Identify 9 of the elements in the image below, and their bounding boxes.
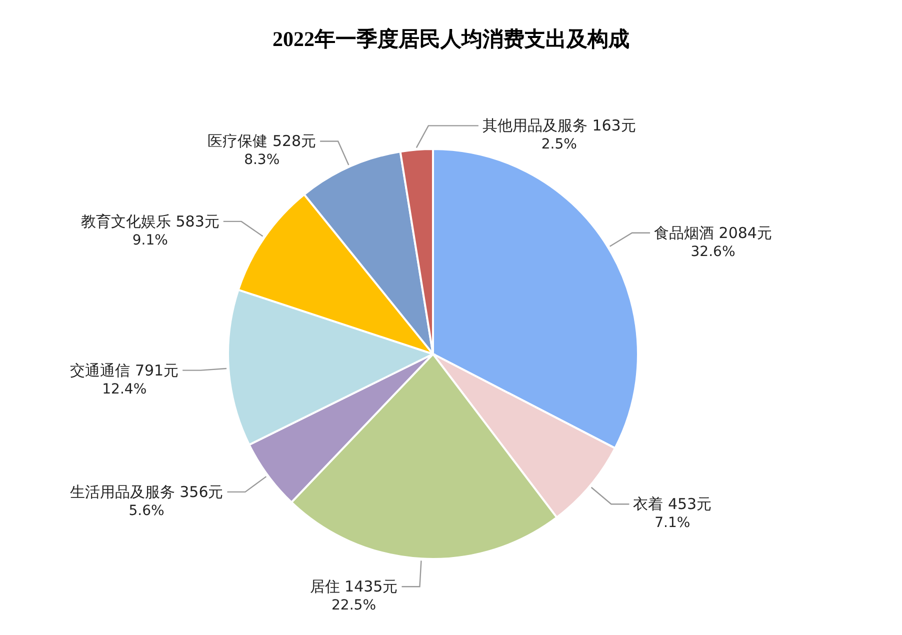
slice-label: 居住 1435元 22.5% [310,578,398,614]
slice-label: 食品烟酒 2084元 32.6% [654,224,772,260]
slice-label: 教育文化娱乐 583元 9.1% [80,212,220,248]
slice-label: 衣着 453元 7.1% [633,495,712,532]
slice-label: 医疗保健 528元 8.3% [208,132,316,168]
chart-title: 2022年一季度居民人均消费支出及构成 [272,27,630,51]
slice-label: 交通通信 791元 12.4% [70,361,179,398]
slice-label: 生活用品及服务 356元 5.6% [70,482,224,519]
slice-label: 其他用品及服务 163元 2.5% [482,116,636,153]
